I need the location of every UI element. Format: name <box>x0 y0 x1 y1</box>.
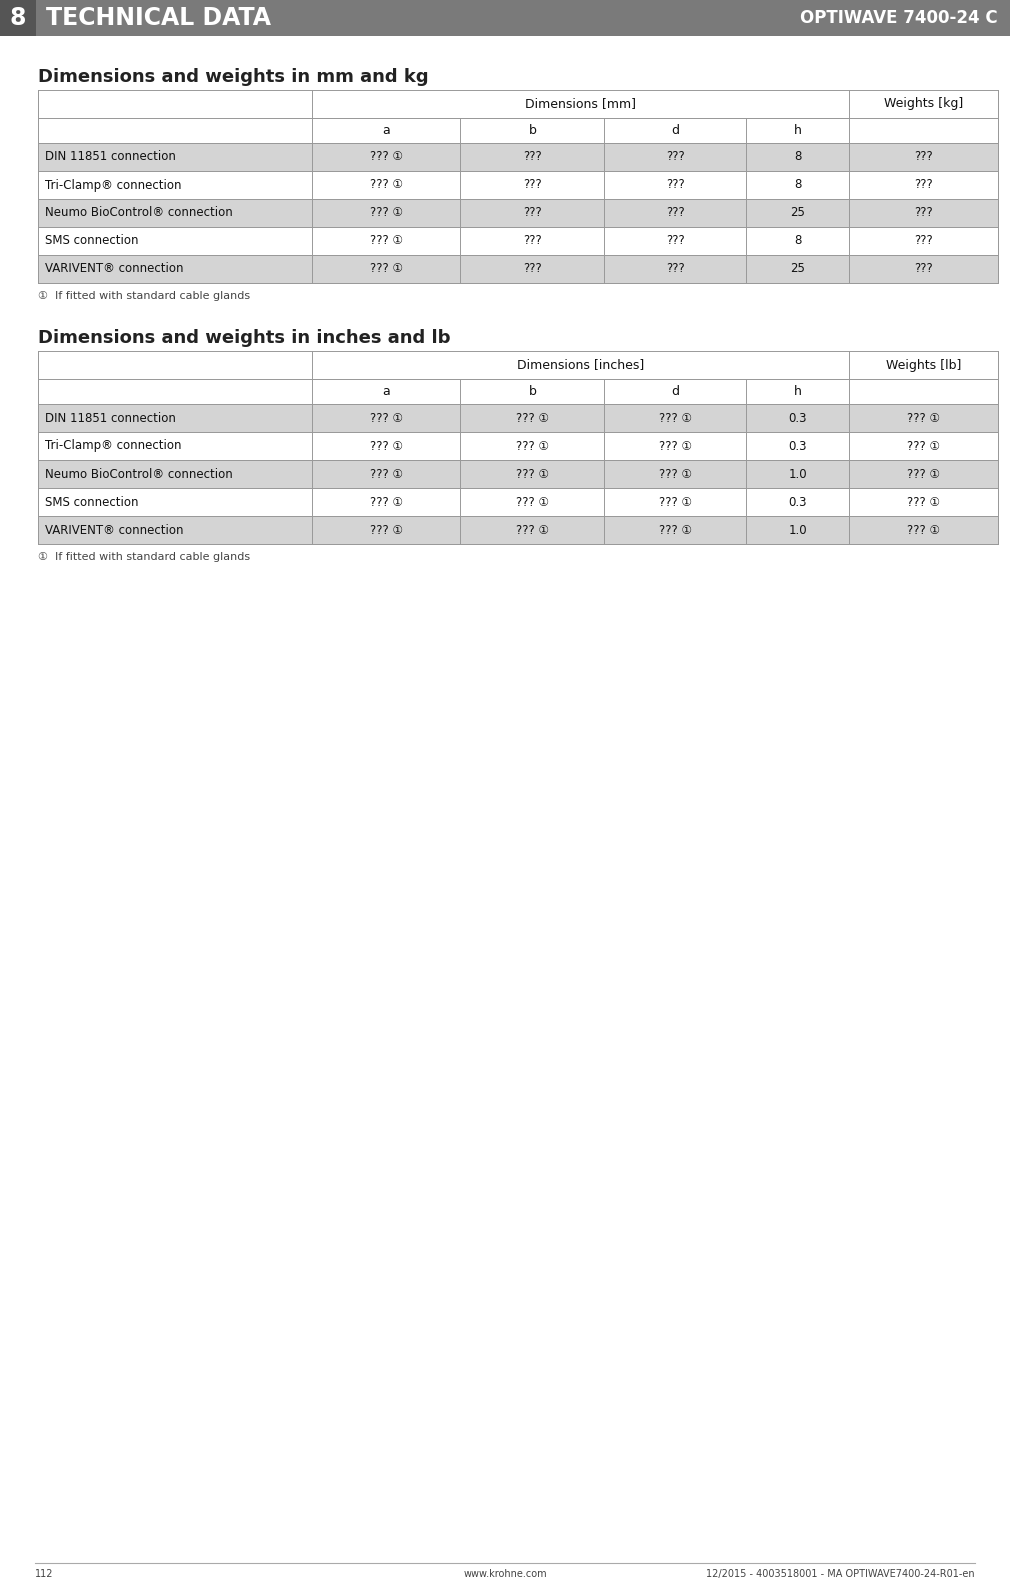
Text: 8: 8 <box>794 234 802 248</box>
Text: ??? ①: ??? ① <box>370 151 403 164</box>
Text: 8: 8 <box>10 6 26 30</box>
Text: TECHNICAL DATA: TECHNICAL DATA <box>46 6 271 30</box>
Text: ???: ??? <box>666 207 685 220</box>
Bar <box>38 199 998 228</box>
Text: ??? ①: ??? ① <box>370 207 403 220</box>
Bar <box>38 170 998 199</box>
Bar <box>38 379 998 404</box>
Bar <box>0 0 1010 37</box>
Bar <box>38 488 998 515</box>
Text: ??? ①: ??? ① <box>370 523 403 536</box>
Text: ??? ①: ??? ① <box>370 495 403 509</box>
Text: ??? ①: ??? ① <box>370 412 403 425</box>
Text: ??? ①: ??? ① <box>659 523 692 536</box>
Text: b: b <box>528 385 536 398</box>
Text: 25: 25 <box>791 207 805 220</box>
Text: ??? ①: ??? ① <box>659 412 692 425</box>
Text: ???: ??? <box>914 234 933 248</box>
Text: ???: ??? <box>523 263 541 275</box>
Text: ??? ①: ??? ① <box>907 495 940 509</box>
Text: ???: ??? <box>914 263 933 275</box>
Text: ①  If fitted with standard cable glands: ① If fitted with standard cable glands <box>38 291 250 301</box>
Text: VARIVENT® connection: VARIVENT® connection <box>45 263 184 275</box>
Text: 112: 112 <box>35 1569 54 1578</box>
Text: DIN 11851 connection: DIN 11851 connection <box>45 151 176 164</box>
Text: d: d <box>672 385 680 398</box>
Text: 0.3: 0.3 <box>789 412 807 425</box>
Text: ??? ①: ??? ① <box>659 439 692 452</box>
Text: OPTIWAVE 7400-24 C: OPTIWAVE 7400-24 C <box>800 10 998 27</box>
Text: ??? ①: ??? ① <box>370 468 403 480</box>
Text: ??? ①: ??? ① <box>370 178 403 191</box>
Text: h: h <box>794 124 802 137</box>
Bar <box>38 460 998 488</box>
Text: 1.0: 1.0 <box>789 523 807 536</box>
Text: DIN 11851 connection: DIN 11851 connection <box>45 412 176 425</box>
Bar <box>38 255 998 283</box>
Text: SMS connection: SMS connection <box>45 234 138 248</box>
Text: 0.3: 0.3 <box>789 439 807 452</box>
Text: b: b <box>528 124 536 137</box>
Text: h: h <box>794 385 802 398</box>
Bar <box>38 515 998 544</box>
Text: a: a <box>382 124 390 137</box>
Text: ??? ①: ??? ① <box>907 468 940 480</box>
Text: ??? ①: ??? ① <box>516 412 548 425</box>
Text: ???: ??? <box>914 178 933 191</box>
Text: ①  If fitted with standard cable glands: ① If fitted with standard cable glands <box>38 552 250 562</box>
Text: 25: 25 <box>791 263 805 275</box>
Text: Dimensions [inches]: Dimensions [inches] <box>517 358 644 372</box>
Text: Weights [lb]: Weights [lb] <box>886 358 962 372</box>
Text: ???: ??? <box>666 151 685 164</box>
Text: ??? ①: ??? ① <box>370 234 403 248</box>
Bar <box>38 228 998 255</box>
Text: 0.3: 0.3 <box>789 495 807 509</box>
Text: ???: ??? <box>666 234 685 248</box>
Text: 12/2015 - 4003518001 - MA OPTIWAVE7400-24-R01-en: 12/2015 - 4003518001 - MA OPTIWAVE7400-2… <box>706 1569 975 1578</box>
Bar <box>38 118 998 143</box>
Text: ??? ①: ??? ① <box>516 468 548 480</box>
Text: ??? ①: ??? ① <box>516 439 548 452</box>
Text: VARIVENT® connection: VARIVENT® connection <box>45 523 184 536</box>
Bar <box>38 352 998 379</box>
Text: ???: ??? <box>666 263 685 275</box>
Bar <box>38 91 998 118</box>
Text: ??? ①: ??? ① <box>659 468 692 480</box>
Text: ??? ①: ??? ① <box>907 523 940 536</box>
Text: 1.0: 1.0 <box>789 468 807 480</box>
Text: Tri-Clamp® connection: Tri-Clamp® connection <box>45 439 182 452</box>
Text: Weights [kg]: Weights [kg] <box>884 97 964 110</box>
Text: ???: ??? <box>914 207 933 220</box>
Text: ???: ??? <box>666 178 685 191</box>
Text: d: d <box>672 124 680 137</box>
Text: a: a <box>382 385 390 398</box>
Text: ???: ??? <box>914 151 933 164</box>
Text: ??? ①: ??? ① <box>370 263 403 275</box>
Text: ??? ①: ??? ① <box>370 439 403 452</box>
Text: Dimensions [mm]: Dimensions [mm] <box>525 97 636 110</box>
Bar <box>38 143 998 170</box>
Text: Dimensions and weights in inches and lb: Dimensions and weights in inches and lb <box>38 329 450 347</box>
Text: ??? ①: ??? ① <box>907 439 940 452</box>
Text: Neumo BioControl® connection: Neumo BioControl® connection <box>45 468 232 480</box>
Text: Tri-Clamp® connection: Tri-Clamp® connection <box>45 178 182 191</box>
Text: Dimensions and weights in mm and kg: Dimensions and weights in mm and kg <box>38 68 428 86</box>
Text: www.krohne.com: www.krohne.com <box>464 1569 546 1578</box>
Bar <box>0 0 36 37</box>
Text: 8: 8 <box>794 151 802 164</box>
Text: ???: ??? <box>523 178 541 191</box>
Bar <box>38 404 998 433</box>
Text: ???: ??? <box>523 234 541 248</box>
Text: ???: ??? <box>523 207 541 220</box>
Bar <box>38 433 998 460</box>
Text: ??? ①: ??? ① <box>659 495 692 509</box>
Text: ??? ①: ??? ① <box>516 495 548 509</box>
Text: ??? ①: ??? ① <box>907 412 940 425</box>
Text: Neumo BioControl® connection: Neumo BioControl® connection <box>45 207 232 220</box>
Text: 8: 8 <box>794 178 802 191</box>
Text: SMS connection: SMS connection <box>45 495 138 509</box>
Text: ???: ??? <box>523 151 541 164</box>
Text: ??? ①: ??? ① <box>516 523 548 536</box>
